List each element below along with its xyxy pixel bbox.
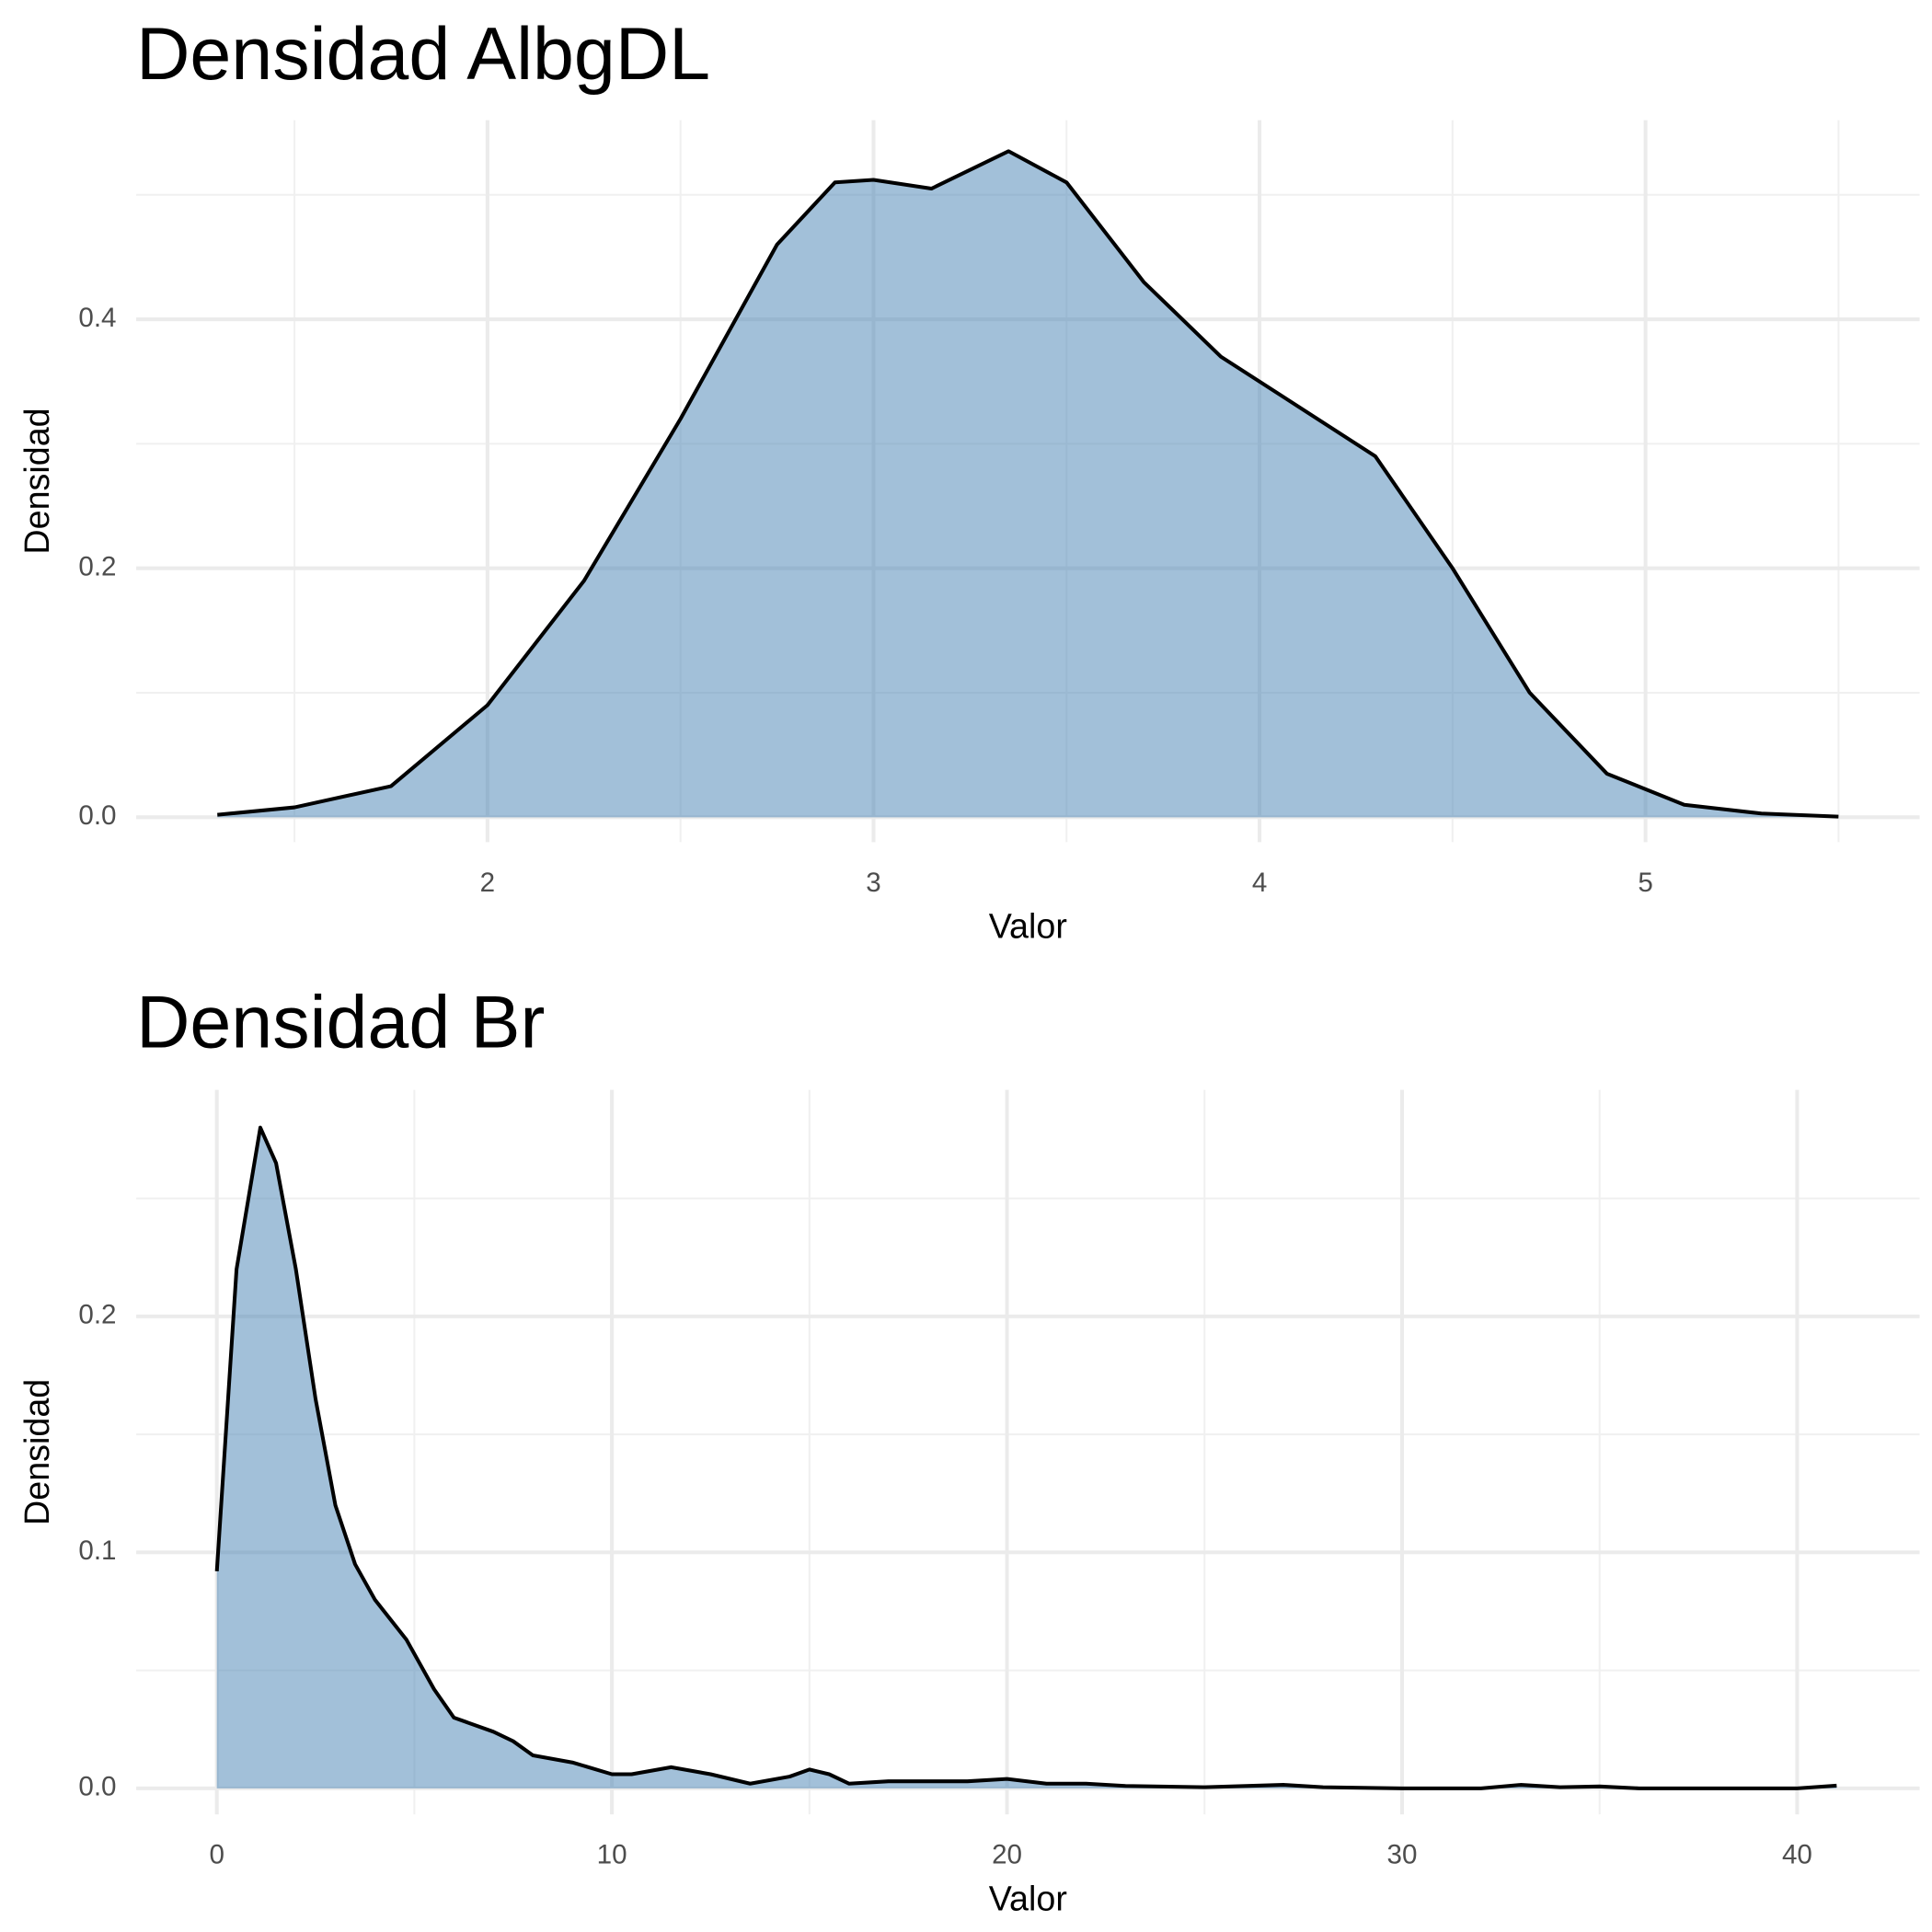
y-tick-label: 0.1 [78,1535,116,1566]
x-tick-label: 2 [480,868,495,898]
density-area [216,1127,1837,1788]
density-line [217,149,1839,819]
chart-title: Densidad AlbgDL [136,13,710,96]
chart-title: Densidad Br [136,982,545,1064]
y-tick-label: 0.2 [78,552,116,582]
x-tick-label: 3 [866,868,880,898]
y-tick-label: 0.4 [78,303,116,333]
y-axis-label: Densidad [17,1379,56,1525]
x-tick-label: 20 [992,1840,1022,1870]
x-tick-label: 40 [1782,1840,1812,1870]
x-axis-label: Valor [989,907,1067,946]
y-tick-label: 0.0 [78,800,116,831]
x-tick-label: 30 [1387,1840,1418,1870]
x-tick-label: 4 [1252,868,1267,898]
x-axis-label: Valor [989,1879,1067,1917]
y-tick-label: 0.0 [78,1772,116,1802]
x-tick-label: 5 [1638,868,1652,898]
y-tick-label: 0.2 [78,1300,116,1330]
x-tick-label: 10 [597,1840,627,1870]
density-line [214,1125,1837,1790]
x-tick-label: 0 [209,1840,224,1870]
density-area [217,151,1839,818]
y-axis-label: Densidad [17,408,56,554]
